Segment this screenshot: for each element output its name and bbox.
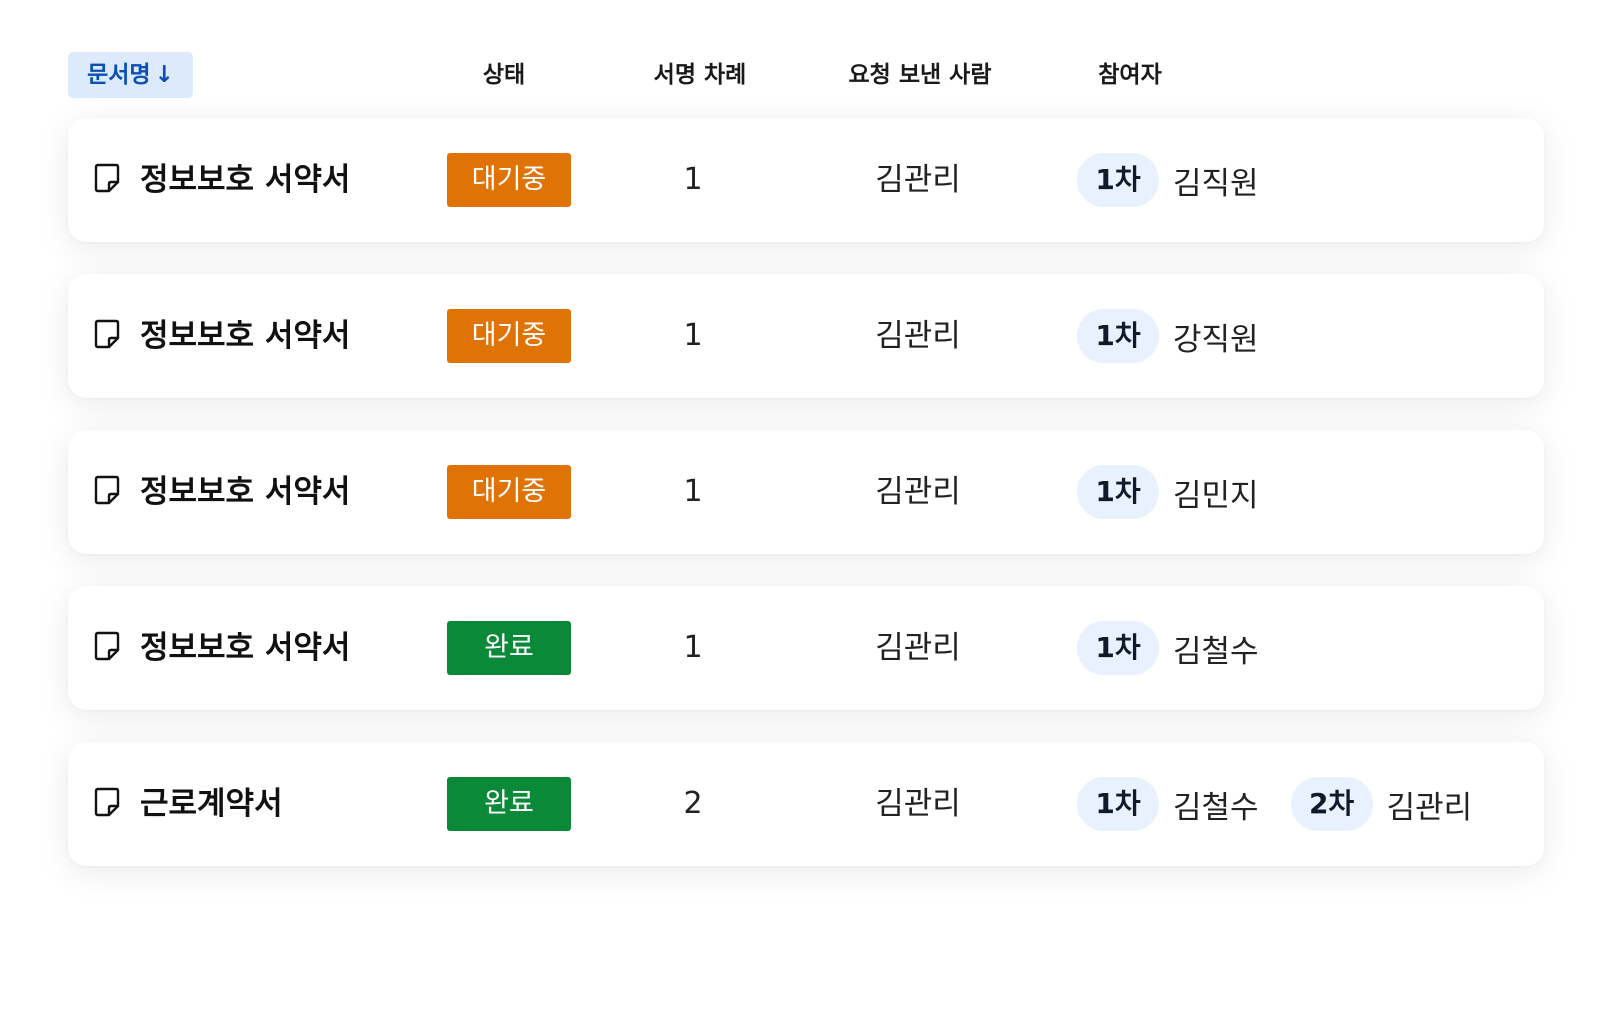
- signing-round-badge: 1차: [1077, 621, 1159, 675]
- sign-order-value: 1: [683, 630, 703, 665]
- sender-name: 김관리: [875, 474, 961, 510]
- participant-item: 1차 김철수: [1077, 777, 1259, 831]
- participant-name: 김민지: [1173, 477, 1259, 514]
- participant-item: 1차 김직원: [1077, 153, 1259, 207]
- document-name[interactable]: 정보보호 서약서: [140, 162, 351, 198]
- document-row[interactable]: 정보보호 서약서 대기중 1 김관리 1차 김민지: [68, 430, 1544, 554]
- participants-list: 1차 김직원: [1077, 153, 1291, 207]
- participant-item: 1차 강직원: [1077, 309, 1259, 363]
- signing-round-badge: 1차: [1077, 465, 1159, 519]
- participant-name: 김관리: [1386, 789, 1473, 826]
- participants-list: 1차 김철수 2차 김관리: [1077, 777, 1504, 831]
- sender-name: 김관리: [875, 786, 961, 822]
- status-badge: 대기중: [447, 153, 571, 207]
- participant-item: 1차 김민지: [1077, 465, 1259, 519]
- sort-label: 문서명: [87, 62, 151, 88]
- participant-name: 김철수: [1173, 789, 1259, 826]
- header-participants: 참여자: [1098, 62, 1162, 88]
- sender-name: 김관리: [875, 318, 961, 354]
- participant-name: 강직원: [1173, 321, 1259, 358]
- sender-name: 김관리: [875, 162, 961, 198]
- document-icon: [94, 475, 120, 505]
- participant-item: 2차 김관리: [1290, 777, 1473, 831]
- signing-round-badge: 2차: [1290, 777, 1373, 831]
- sort-by-document-name-button[interactable]: 문서명 ↓: [68, 52, 193, 98]
- document-row[interactable]: 정보보호 서약서 대기중 1 김관리 1차 김직원: [68, 118, 1544, 242]
- document-name[interactable]: 정보보호 서약서: [140, 630, 351, 666]
- status-badge: 대기중: [447, 309, 571, 363]
- document-icon: [94, 163, 120, 193]
- document-icon: [94, 787, 120, 817]
- signing-round-badge: 1차: [1077, 153, 1159, 207]
- sender-name: 김관리: [875, 630, 961, 666]
- document-row[interactable]: 근로계약서 완료 2 김관리 1차 김철수 2차 김관리: [68, 742, 1544, 866]
- signing-round-badge: 1차: [1077, 309, 1159, 363]
- header-sign-order: 서명 차례: [653, 62, 747, 88]
- status-badge: 완료: [447, 621, 571, 675]
- document-name[interactable]: 정보보호 서약서: [140, 318, 351, 354]
- document-icon: [94, 319, 120, 349]
- participant-item: 1차 김철수: [1077, 621, 1259, 675]
- participants-list: 1차 김철수: [1077, 621, 1291, 675]
- table-header: 문서명 ↓ 상태 서명 차례 요청 보낸 사람 참여자: [0, 52, 1611, 98]
- document-name[interactable]: 근로계약서: [140, 786, 283, 822]
- document-icon: [94, 631, 120, 661]
- participants-list: 1차 김민지: [1077, 465, 1291, 519]
- header-sender: 요청 보낸 사람: [848, 62, 992, 88]
- header-status: 상태: [482, 62, 526, 88]
- sign-order-value: 1: [683, 474, 703, 509]
- participant-name: 김직원: [1173, 165, 1259, 202]
- status-badge: 대기중: [447, 465, 571, 519]
- sign-order-value: 1: [683, 162, 703, 197]
- participant-name: 김철수: [1173, 633, 1259, 670]
- sign-order-value: 2: [683, 786, 703, 821]
- document-name[interactable]: 정보보호 서약서: [140, 474, 351, 510]
- participants-list: 1차 강직원: [1077, 309, 1291, 363]
- status-badge: 완료: [447, 777, 571, 831]
- sign-order-value: 1: [683, 318, 703, 353]
- arrow-down-icon: ↓: [154, 62, 174, 88]
- document-row[interactable]: 정보보호 서약서 대기중 1 김관리 1차 강직원: [68, 274, 1544, 398]
- signing-round-badge: 1차: [1077, 777, 1159, 831]
- document-row[interactable]: 정보보호 서약서 완료 1 김관리 1차 김철수: [68, 586, 1544, 710]
